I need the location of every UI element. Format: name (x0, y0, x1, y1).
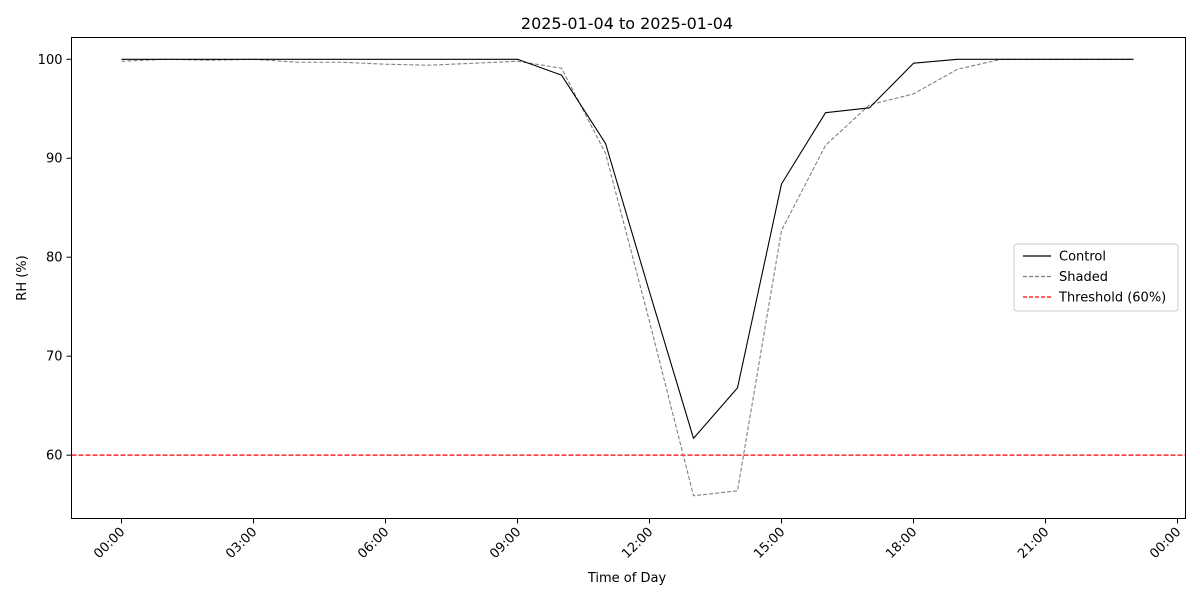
plot-area (71, 58, 1186, 497)
x-tick-label: 09:00 (487, 525, 524, 562)
x-tick-label: 15:00 (751, 525, 788, 562)
y-tick-label: 80 (46, 251, 63, 266)
legend-entry: Control (1059, 250, 1106, 265)
chart-title: 2025-01-04 to 2025-01-04 (521, 14, 733, 33)
x-tick-label: 12:00 (619, 525, 656, 562)
y-tick-label: 100 (38, 53, 63, 68)
series-line-control (121, 58, 1134, 439)
x-tick-label: 00:00 (91, 525, 128, 562)
y-tick-label: 60 (46, 449, 63, 464)
y-axis: 60 70 80 90 100 (38, 53, 72, 464)
legend-entry: Threshold (60%) (1058, 291, 1166, 306)
legend-box (1013, 243, 1179, 312)
x-axis: 00:00 03:00 06:00 09:00 12:00 15:00 18:00 21:00… (91, 518, 1184, 562)
y-tick-label: 70 (46, 350, 63, 365)
x-axis-label: Time of Day (587, 571, 667, 586)
x-tick-label: 21:00 (1015, 525, 1052, 562)
x-tick-label: 03:00 (223, 525, 260, 562)
plot-frame (71, 37, 1186, 519)
x-tick-label: 18:00 (883, 525, 920, 562)
series-line-shaded (121, 58, 1134, 497)
x-tick-label: 00:00 (1147, 525, 1184, 562)
x-tick-label: 06:00 (355, 525, 392, 562)
legend: Control Shaded Threshold (60%) (1013, 243, 1179, 312)
legend-entry: Shaded (1059, 270, 1108, 285)
y-axis-label: RH (%) (15, 255, 30, 300)
y-tick-label: 90 (46, 152, 63, 167)
